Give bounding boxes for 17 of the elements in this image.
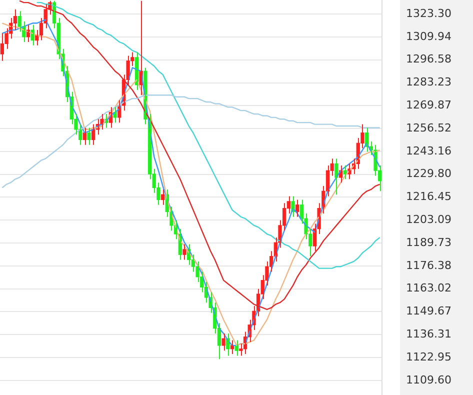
- y-tick-label: 1109.60: [406, 373, 452, 386]
- y-tick-label: 1122.95: [406, 350, 452, 364]
- y-tick-label: 1229.80: [406, 167, 452, 180]
- y-tick-label: 1283.23: [406, 76, 452, 89]
- y-tick-label: 1243.16: [406, 144, 452, 158]
- y-tick-label: 1269.87: [406, 98, 452, 112]
- y-tick-label: 1296.58: [406, 52, 452, 66]
- y-tick-label: 1136.31: [406, 327, 452, 340]
- y-tick-label: 1216.45: [406, 190, 452, 204]
- y-tick-label: 1149.67: [406, 304, 452, 318]
- y-tick-label: 1323.30: [406, 6, 452, 20]
- y-tick-label: 1203.09: [406, 213, 452, 226]
- y-tick-label: 1189.73: [406, 236, 452, 249]
- y-tick-label: 1309.94: [406, 30, 452, 43]
- y-tick-label: 1256.52: [406, 121, 452, 134]
- y-tick-label: 1163.02: [406, 282, 452, 295]
- y-tick-label: 1176.38: [406, 258, 452, 272]
